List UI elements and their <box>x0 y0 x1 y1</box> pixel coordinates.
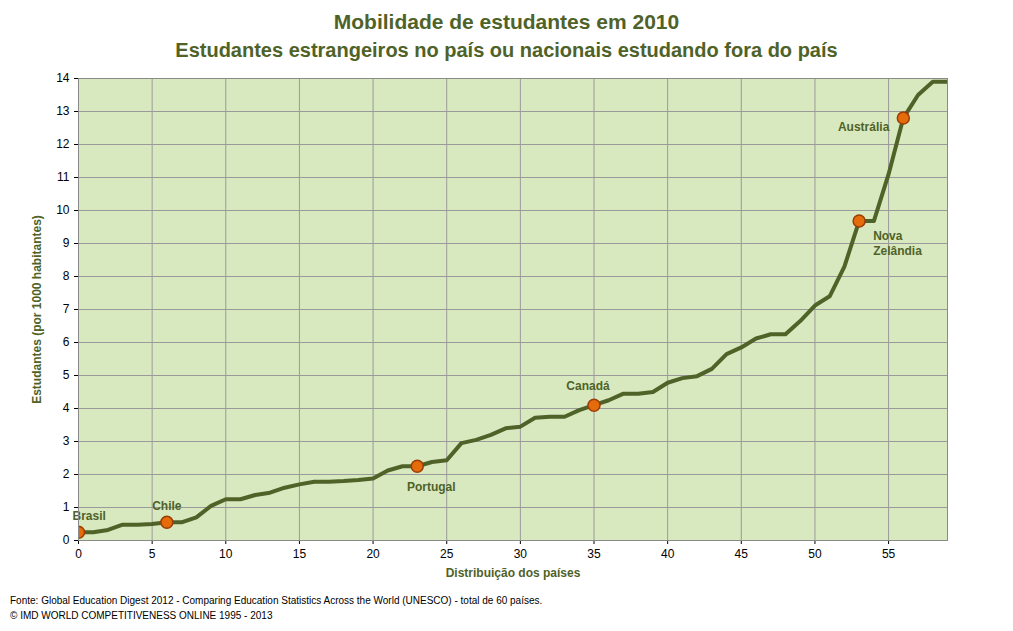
svg-text:50: 50 <box>808 547 822 561</box>
svg-text:7: 7 <box>63 302 70 316</box>
svg-text:5: 5 <box>63 368 70 382</box>
svg-text:9: 9 <box>63 236 70 250</box>
svg-text:20: 20 <box>366 547 380 561</box>
svg-text:40: 40 <box>661 547 675 561</box>
svg-text:35: 35 <box>587 547 601 561</box>
svg-text:11: 11 <box>57 170 70 184</box>
html-text:© IMD WORLD COMPETITIVENESS ON: © IMD WORLD COMPETITIVENESS ONLINE 1995 … <box>10 610 273 621</box>
svg-text:10: 10 <box>219 547 233 561</box>
svg-text:6: 6 <box>63 335 70 349</box>
svg-text:Portugal: Portugal <box>407 480 456 494</box>
svg-text:Brasil: Brasil <box>73 509 106 523</box>
svg-text:13: 13 <box>56 104 70 118</box>
svg-text:2: 2 <box>63 467 70 481</box>
svg-text:45: 45 <box>735 547 749 561</box>
svg-text:55: 55 <box>882 547 896 561</box>
svg-text:14: 14 <box>56 71 70 85</box>
svg-text:Canadá: Canadá <box>566 379 610 393</box>
svg-text:8: 8 <box>63 269 70 283</box>
svg-text:0: 0 <box>75 547 82 561</box>
svg-text:15: 15 <box>293 547 307 561</box>
svg-text:1: 1 <box>63 500 70 514</box>
html-text:Estudantes estrangeiros no paí: Estudantes estrangeiros no país ou nacio… <box>175 39 838 61</box>
html-text:Fonte: Global Education Digest: Fonte: Global Education Digest 2012 - Co… <box>10 595 543 606</box>
svg-text:30: 30 <box>514 547 528 561</box>
svg-text:NovaZelândia: NovaZelândia <box>873 229 922 257</box>
svg-text:4: 4 <box>63 401 70 415</box>
svg-text:0: 0 <box>63 533 70 547</box>
svg-text:12: 12 <box>56 137 70 151</box>
svg-text:5: 5 <box>149 547 156 561</box>
svg-text:Austrália: Austrália <box>838 120 890 134</box>
svg-text:25: 25 <box>440 547 454 561</box>
svg-text:10: 10 <box>56 203 70 217</box>
svg-text:Distribuição dos países: Distribuição dos países <box>446 566 581 580</box>
svg-text:Estudantes (por 1000 habitante: Estudantes (por 1000 habitantes) <box>30 215 44 404</box>
svg-text:Chile: Chile <box>152 499 182 513</box>
svg-text:3: 3 <box>63 434 70 448</box>
html-text:Mobilidade de estudantes em 20: Mobilidade de estudantes em 2010 <box>333 10 680 33</box>
